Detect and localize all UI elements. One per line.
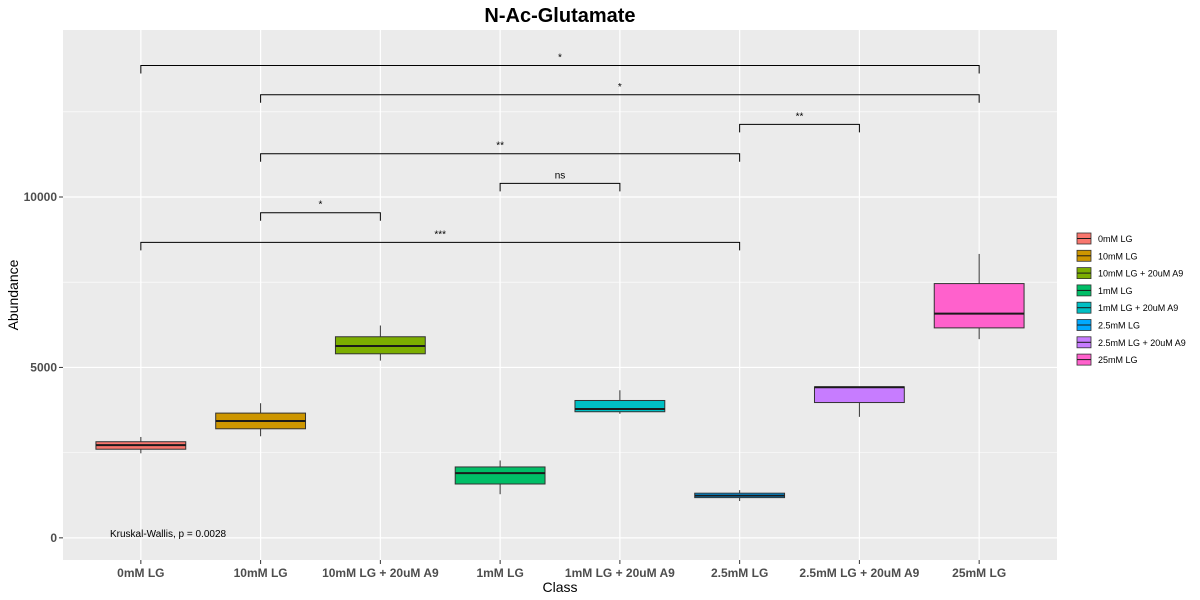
significance-label: * xyxy=(558,52,562,63)
significance-label: * xyxy=(319,200,323,211)
legend-label: 10mM LG xyxy=(1098,251,1138,261)
x-tick-label: 2.5mM LG xyxy=(711,566,768,580)
box xyxy=(574,399,666,413)
x-tick-label: 25mM LG xyxy=(952,566,1006,580)
plot-panel xyxy=(63,30,1057,560)
y-tick-label: 10000 xyxy=(24,190,58,204)
significance-bracket xyxy=(260,94,980,103)
significance-bracket xyxy=(260,153,741,162)
legend-label: 2.5mM LG xyxy=(1098,321,1140,331)
x-tick-label: 10mM LG + 20uM A9 xyxy=(322,566,439,580)
significance-brackets: ****ns****** xyxy=(140,52,980,251)
legend-label: 1mM LG xyxy=(1098,286,1133,296)
x-tick-label: 1mM LG + 20uM A9 xyxy=(565,566,675,580)
box xyxy=(813,386,905,404)
whiskers xyxy=(140,253,980,502)
y-tick-label: 0 xyxy=(50,531,57,545)
x-axis: 0mM LG 10mM LG 10mM LG + 20uM A9 1mM LG 1mM … xyxy=(117,560,1006,580)
significance-bracket xyxy=(499,182,621,192)
y-tick-label: 5000 xyxy=(30,360,57,374)
significance-bracket xyxy=(260,212,381,221)
box xyxy=(933,283,1025,329)
x-tick-label: 2.5mM LG + 20uM A9 xyxy=(799,566,919,580)
significance-label: * xyxy=(618,82,622,93)
significance-label: ** xyxy=(796,111,804,122)
significance-bracket xyxy=(739,123,860,133)
y-axis: 0 5000 10000 xyxy=(24,190,63,545)
legend: 0mM LG 10mM LG 10mM LG + 20uM A9 1mM LG 1mM … xyxy=(1076,232,1186,366)
significance-bracket xyxy=(140,64,980,74)
x-axis-title: Class xyxy=(542,579,577,595)
y-axis-title: Abundance xyxy=(5,259,21,330)
legend-label: 2.5mM LG + 20uM A9 xyxy=(1098,338,1186,348)
boxes xyxy=(95,283,1025,499)
box xyxy=(454,466,546,485)
x-tick-label: 0mM LG xyxy=(117,566,164,580)
chart-title: N-Ac-Glutamate xyxy=(484,5,635,27)
significance-label: ns xyxy=(555,170,566,181)
legend-label: 25mM LG xyxy=(1098,355,1138,365)
significance-label: *** xyxy=(434,229,446,240)
significance-label: ** xyxy=(496,141,504,152)
legend-label: 0mM LG xyxy=(1098,234,1133,244)
legend-label: 10mM LG + 20uM A9 xyxy=(1098,269,1183,279)
significance-bracket xyxy=(140,241,741,251)
x-tick-label: 10mM LG xyxy=(234,566,288,580)
x-tick-label: 1mM LG xyxy=(476,566,523,580)
legend-label: 1mM LG + 20uM A9 xyxy=(1098,303,1178,313)
kruskal-wallis-annotation: Kruskal-Wallis, p = 0.0028 xyxy=(110,529,227,540)
